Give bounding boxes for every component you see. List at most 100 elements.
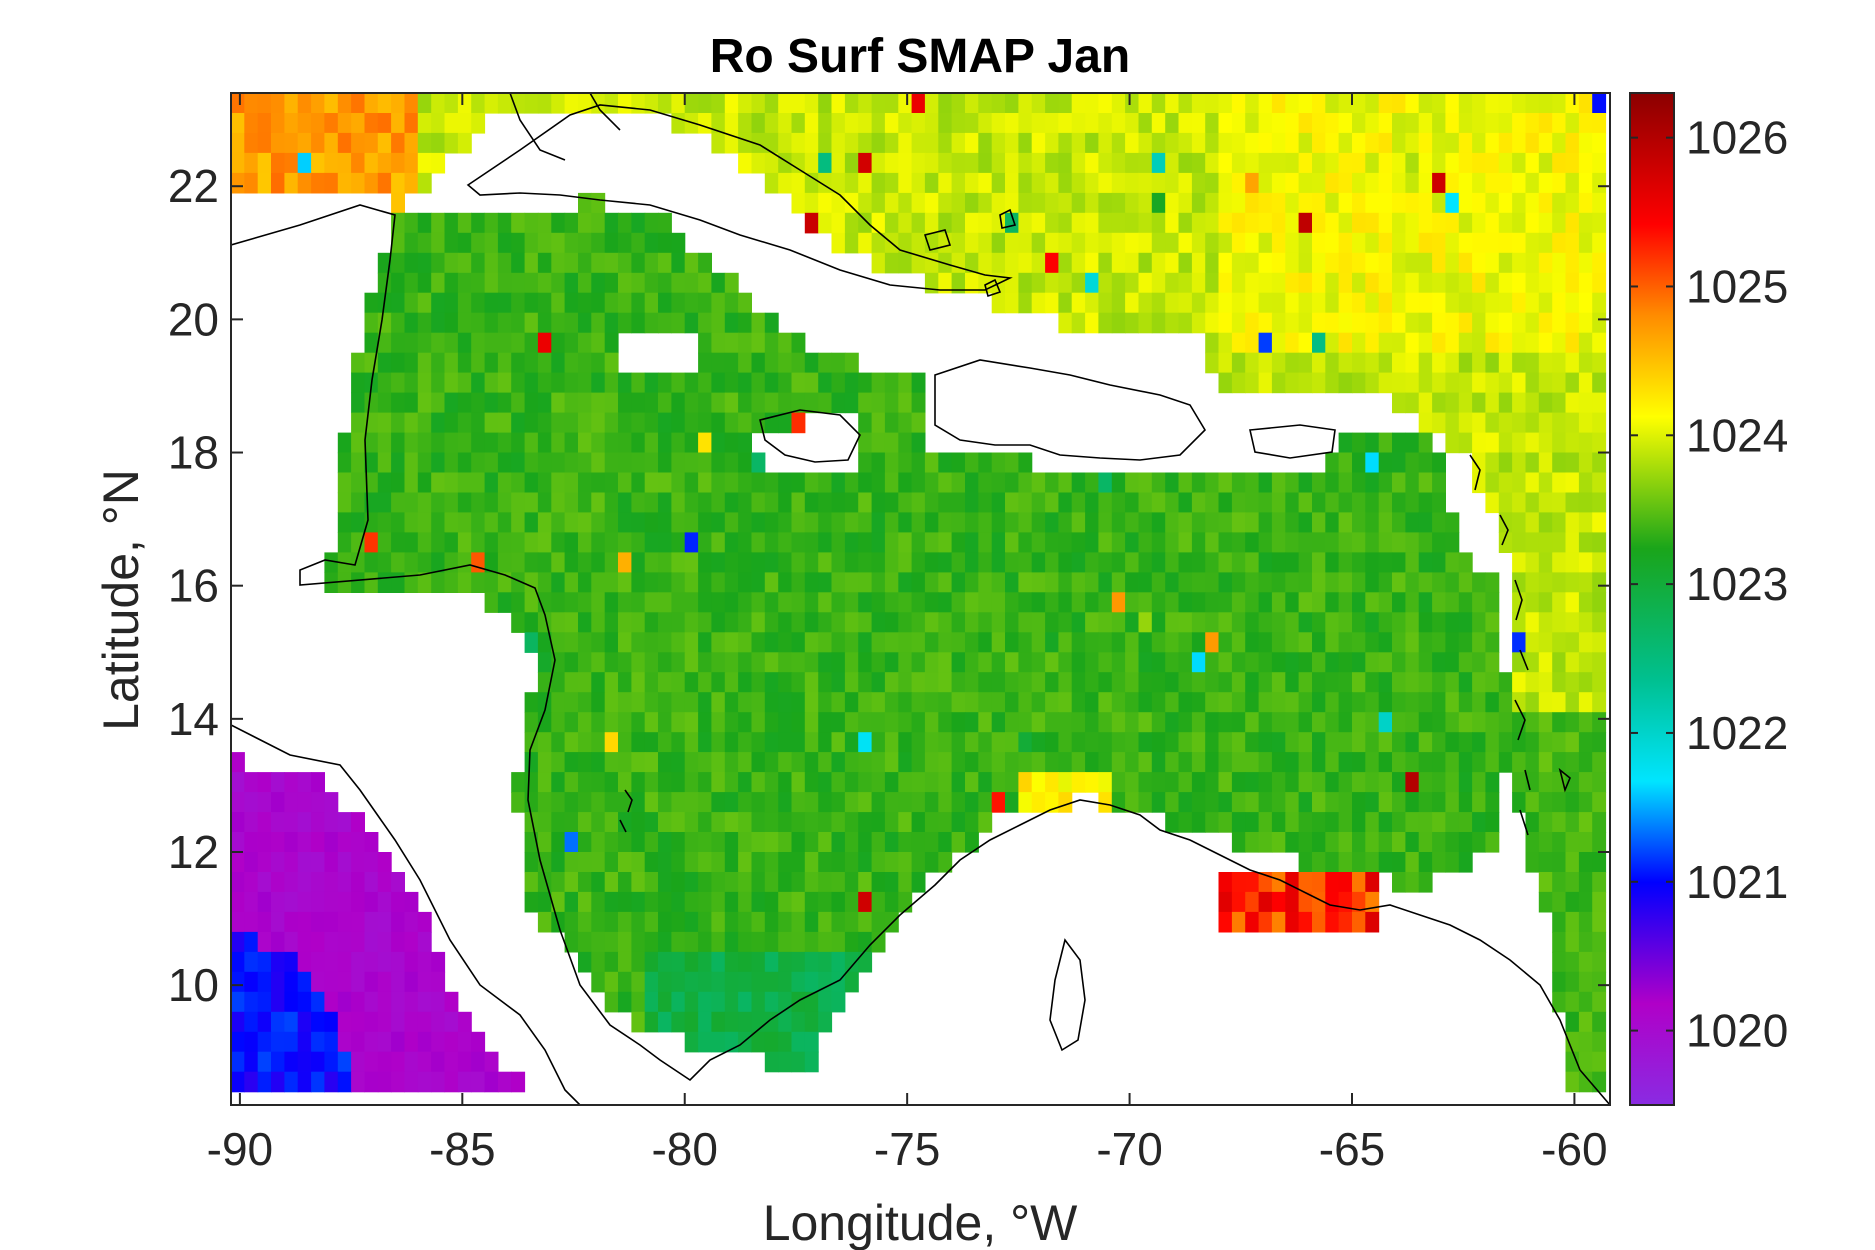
data-cell xyxy=(1232,752,1246,773)
data-cell xyxy=(538,493,552,514)
data-cell xyxy=(938,752,952,773)
data-cell xyxy=(778,772,792,793)
data-cell xyxy=(311,812,325,833)
data-cell xyxy=(445,473,459,494)
data-cell xyxy=(898,413,912,434)
data-cell xyxy=(1152,652,1166,673)
data-cell xyxy=(778,493,792,514)
data-cell xyxy=(978,792,992,813)
data-cell xyxy=(324,892,338,913)
data-cell xyxy=(1139,473,1153,494)
data-cell xyxy=(938,473,952,494)
data-cell xyxy=(738,313,752,334)
data-cell xyxy=(1219,892,1233,913)
data-cell xyxy=(485,572,499,593)
data-cell xyxy=(965,153,979,174)
data-cell xyxy=(1512,393,1526,414)
data-cell xyxy=(1232,612,1246,633)
data-cell xyxy=(231,1052,245,1073)
data-cell xyxy=(1179,193,1193,214)
data-cell xyxy=(1592,732,1606,753)
data-cell xyxy=(1365,293,1379,314)
data-cell xyxy=(498,273,512,294)
data-cell xyxy=(845,213,859,234)
data-cell xyxy=(1379,93,1393,114)
data-cell xyxy=(645,532,659,553)
data-cell xyxy=(858,133,872,154)
data-cell xyxy=(711,792,725,813)
data-cell xyxy=(1018,712,1032,733)
data-cell xyxy=(1299,133,1313,154)
data-cell xyxy=(738,772,752,793)
data-cell xyxy=(378,353,392,374)
data-cell xyxy=(405,552,419,573)
data-cell xyxy=(1285,113,1299,134)
data-cell xyxy=(1445,213,1459,234)
data-cell xyxy=(1552,592,1566,613)
data-cell xyxy=(351,453,365,474)
data-cell xyxy=(485,453,499,474)
data-cell xyxy=(1299,213,1313,234)
data-cell xyxy=(685,672,699,693)
data-cell xyxy=(1245,592,1259,613)
data-cell xyxy=(271,772,285,793)
data-cell xyxy=(1165,93,1179,114)
data-cell xyxy=(778,852,792,873)
data-cell xyxy=(1526,712,1540,733)
data-cell xyxy=(698,592,712,613)
data-cell xyxy=(298,772,312,793)
data-cell xyxy=(1165,572,1179,593)
data-cell xyxy=(711,393,725,414)
data-cell xyxy=(1125,632,1139,653)
data-cell xyxy=(1365,652,1379,673)
data-cell xyxy=(858,113,872,134)
data-cell xyxy=(1579,752,1593,773)
data-cell xyxy=(538,752,552,773)
data-cell xyxy=(1232,872,1246,893)
data-cell xyxy=(1552,832,1566,853)
data-cell xyxy=(1472,253,1486,274)
data-cell xyxy=(591,752,605,773)
data-cell xyxy=(965,213,979,234)
data-cell xyxy=(711,293,725,314)
data-cell xyxy=(752,912,766,933)
data-cell xyxy=(858,692,872,713)
data-cell xyxy=(752,493,766,514)
data-cell xyxy=(1259,672,1273,693)
data-cell xyxy=(912,512,926,533)
data-cell xyxy=(685,253,699,274)
data-cell xyxy=(1072,772,1086,793)
data-cell xyxy=(1539,652,1553,673)
data-cell xyxy=(1259,473,1273,494)
data-cell xyxy=(445,313,459,334)
data-cell xyxy=(1058,512,1072,533)
data-cell xyxy=(1098,133,1112,154)
data-cell xyxy=(578,353,592,374)
data-cell xyxy=(832,972,846,993)
data-cell xyxy=(1312,752,1326,773)
data-cell xyxy=(631,293,645,314)
data-cell xyxy=(872,692,886,713)
data-cell xyxy=(618,672,632,693)
data-cell xyxy=(391,473,405,494)
data-cell xyxy=(485,293,499,314)
data-cell xyxy=(1018,632,1032,653)
data-cell xyxy=(1125,552,1139,573)
data-cell xyxy=(1325,872,1339,893)
data-cell xyxy=(698,872,712,893)
data-cell xyxy=(671,852,685,873)
data-cell xyxy=(471,273,485,294)
data-cell xyxy=(1566,652,1580,673)
data-cell xyxy=(1058,652,1072,673)
data-cell xyxy=(1352,273,1366,294)
data-cell xyxy=(258,792,272,813)
data-cell xyxy=(765,732,779,753)
data-cell xyxy=(1472,832,1486,853)
data-cell xyxy=(965,632,979,653)
data-cell xyxy=(631,732,645,753)
data-cell xyxy=(685,932,699,953)
data-cell xyxy=(1459,413,1473,434)
data-cell xyxy=(1392,592,1406,613)
data-cell xyxy=(525,772,539,793)
data-cell xyxy=(912,772,926,793)
